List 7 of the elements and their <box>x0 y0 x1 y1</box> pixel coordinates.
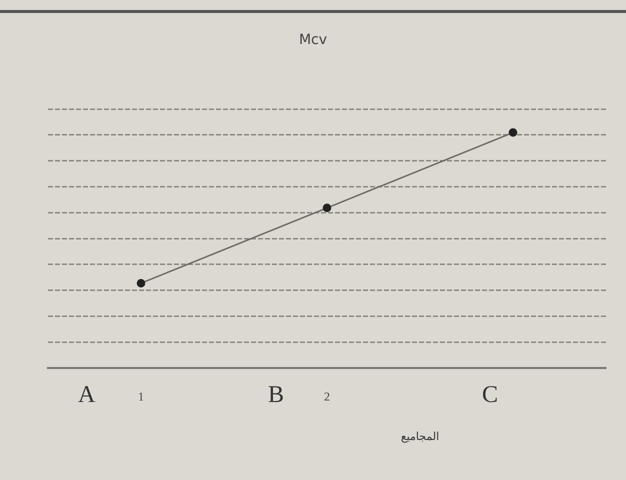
x-tick-label: 1 <box>138 389 144 404</box>
x-tick-label: 2 <box>324 389 330 404</box>
chart-title: Mcv <box>298 32 328 48</box>
text: C <box>482 382 498 409</box>
x-axis-title: المجاميع <box>400 430 440 443</box>
text: B <box>268 382 284 409</box>
text: A <box>78 382 96 409</box>
